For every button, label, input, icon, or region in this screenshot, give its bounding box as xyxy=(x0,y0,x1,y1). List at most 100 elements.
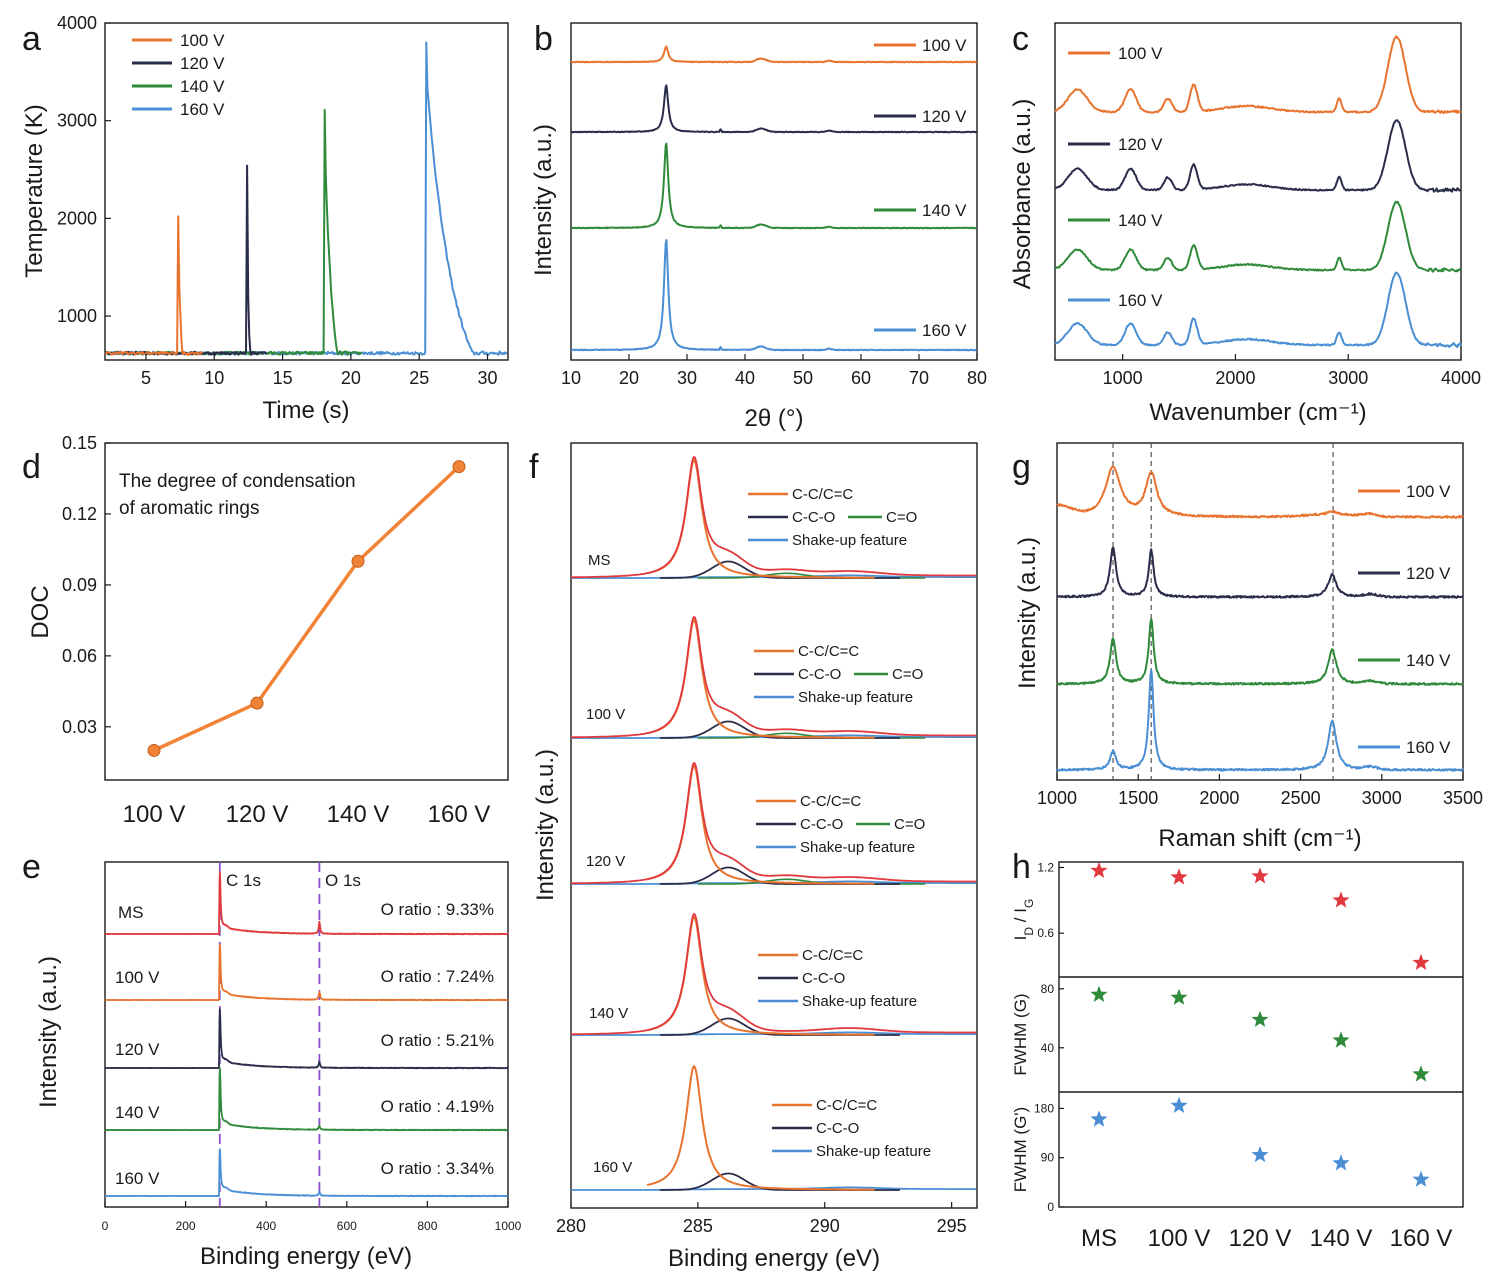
xps-survey-100v xyxy=(104,943,509,1002)
panel-g-ylabel: Intensity (a.u.) xyxy=(1014,537,1041,689)
x-tick-label: 5 xyxy=(141,368,151,388)
doc-point-100v xyxy=(147,743,161,757)
x-tick-label: 3500 xyxy=(1443,788,1483,808)
x-tick-label: 30 xyxy=(477,368,497,388)
xrd-curve-140v xyxy=(570,142,978,230)
panel-d-ylabel: DOC xyxy=(27,585,54,638)
ftir-curve-120v xyxy=(1054,119,1462,193)
panel-c-letter: c xyxy=(1012,20,1029,58)
star-0-ms xyxy=(1090,861,1108,878)
panel-b-xlabel: 2θ (°) xyxy=(745,405,804,432)
legend-label-100v: 100 V xyxy=(180,31,225,50)
panel-c-ylabel: Absorbance (a.u.) xyxy=(1009,99,1036,290)
panel-a-frame xyxy=(104,22,509,361)
legend-label-100v: 100 V xyxy=(1406,482,1451,501)
panel-d-annotation-2: of aromatic rings xyxy=(119,498,259,519)
f-envelope-140v xyxy=(571,913,976,1036)
f-envelope-100v xyxy=(571,616,976,739)
x-tick-label: 400 xyxy=(256,1219,276,1233)
x-tick-label: 600 xyxy=(337,1219,357,1233)
xps-survey-140v xyxy=(104,1067,509,1132)
x-category-label: 100 V xyxy=(123,801,186,828)
star-1-120v xyxy=(1251,1010,1269,1027)
x-category-label: 120 V xyxy=(226,801,289,828)
xrd-curve-120v xyxy=(570,84,978,134)
f-legend-label-cc: C-C/C=C xyxy=(816,1097,877,1114)
y-tick-label: 0 xyxy=(1047,1200,1054,1214)
star-2-140v xyxy=(1332,1154,1350,1171)
temperature-curve-140v xyxy=(104,108,363,356)
f-sample-label-100v: 100 V xyxy=(586,706,625,723)
f-sample-label-140v: 140 V xyxy=(589,1005,628,1022)
h-category-label: 160 V xyxy=(1390,1225,1453,1252)
x-tick-label: 15 xyxy=(273,368,293,388)
o-ratio-140v: O ratio : 4.19% xyxy=(381,1097,494,1116)
f-legend-label-cco: C-C-O xyxy=(816,1120,859,1137)
f-legend-label-cco: C-C-O xyxy=(802,970,845,987)
panel-c-legend: 100 V 120 V 140 V 160 V xyxy=(1068,44,1163,310)
doc-point-140v xyxy=(351,554,365,568)
c1s-label: C 1s xyxy=(226,871,261,890)
x-tick-label: 2000 xyxy=(1199,788,1239,808)
panel-b-letter: b xyxy=(534,20,553,58)
x-tick-label: 1000 xyxy=(1103,368,1143,388)
y-tick-label: 3000 xyxy=(57,111,97,131)
x-category-label: 160 V xyxy=(428,801,491,828)
panel-h: h 0.6 1.2 40 80 0 90 180 MS 100 V 120 V 140 V 160 V… xyxy=(1011,848,1464,1252)
f-legend-label-cc: C-C/C=C xyxy=(802,947,863,964)
o1s-label: O 1s xyxy=(325,871,361,890)
x-tick-label: 3000 xyxy=(1362,788,1402,808)
h-category-label: 100 V xyxy=(1148,1225,1211,1252)
x-tick-label: 80 xyxy=(967,368,987,388)
f-legend-label-cco: C-C-O xyxy=(798,666,841,683)
legend-label-120v: 120 V xyxy=(1406,564,1451,583)
panel-b-ylabel: Intensity (a.u.) xyxy=(530,124,557,276)
legend-label-160v: 160 V xyxy=(922,321,967,340)
legend-label-140v: 140 V xyxy=(1406,651,1451,670)
f-envelope-ms xyxy=(571,456,976,579)
x-tick-label: 1000 xyxy=(1037,788,1077,808)
panel-h-frame xyxy=(1058,861,1464,1208)
panel-d-frame xyxy=(104,442,509,781)
f-legend-label-co: C=O xyxy=(892,666,923,683)
f-cc-ms xyxy=(646,459,875,579)
y-tick-label: 0.12 xyxy=(62,504,97,524)
h-category-label: 140 V xyxy=(1310,1225,1373,1252)
star-2-ms xyxy=(1090,1110,1108,1127)
panel-f-letter: f xyxy=(529,448,539,486)
o-ratio-ms: O ratio : 9.33% xyxy=(381,900,494,919)
panel-a-legend: 100 V 120 V 140 V 160 V xyxy=(132,31,225,119)
y-tick-label: 40 xyxy=(1041,1041,1055,1055)
y-tick-label: 0.06 xyxy=(62,646,97,666)
star-2-160v xyxy=(1412,1170,1430,1187)
legend-label-160v: 160 V xyxy=(1118,291,1163,310)
legend-label-160v: 160 V xyxy=(180,100,225,119)
star-0-100v xyxy=(1170,868,1188,885)
f-sample-label-160v: 160 V xyxy=(593,1159,632,1176)
f-legend-label-cco: C-C-O xyxy=(800,816,843,833)
panel-d-letter: d xyxy=(22,448,41,486)
f-legend-label-shake: Shake-up feature xyxy=(800,839,915,856)
panel-f-ylabel: Intensity (a.u.) xyxy=(532,749,559,901)
f-legend-label-cc: C-C/C=C xyxy=(800,793,861,810)
doc-line xyxy=(153,465,461,752)
y-tick-label: 1000 xyxy=(57,306,97,326)
x-tick-label: 70 xyxy=(909,368,929,388)
ftir-curve-160v xyxy=(1054,271,1462,348)
y-tick-label: 0.15 xyxy=(62,433,97,453)
x-tick-label: 4000 xyxy=(1441,368,1481,388)
temperature-curve-100v xyxy=(104,215,204,356)
star-0-140v xyxy=(1332,891,1350,908)
x-tick-label: 30 xyxy=(677,368,697,388)
panel-g: g 1000 1500 2000 2500 3000 3500 Raman shift (… xyxy=(1012,442,1483,852)
xrd-curve-100v xyxy=(570,45,978,64)
f-sample-label-120v: 120 V xyxy=(586,853,625,870)
e-label-ms: MS xyxy=(118,903,144,922)
star-1-160v xyxy=(1412,1065,1430,1082)
y-tick-label: 90 xyxy=(1041,1151,1055,1165)
f-legend-label-cc: C-C/C=C xyxy=(798,643,859,660)
o-ratio-160v: O ratio : 3.34% xyxy=(381,1159,494,1178)
f-legend-label-co: C=O xyxy=(886,509,917,526)
o-ratio-100v: O ratio : 7.24% xyxy=(381,967,494,986)
